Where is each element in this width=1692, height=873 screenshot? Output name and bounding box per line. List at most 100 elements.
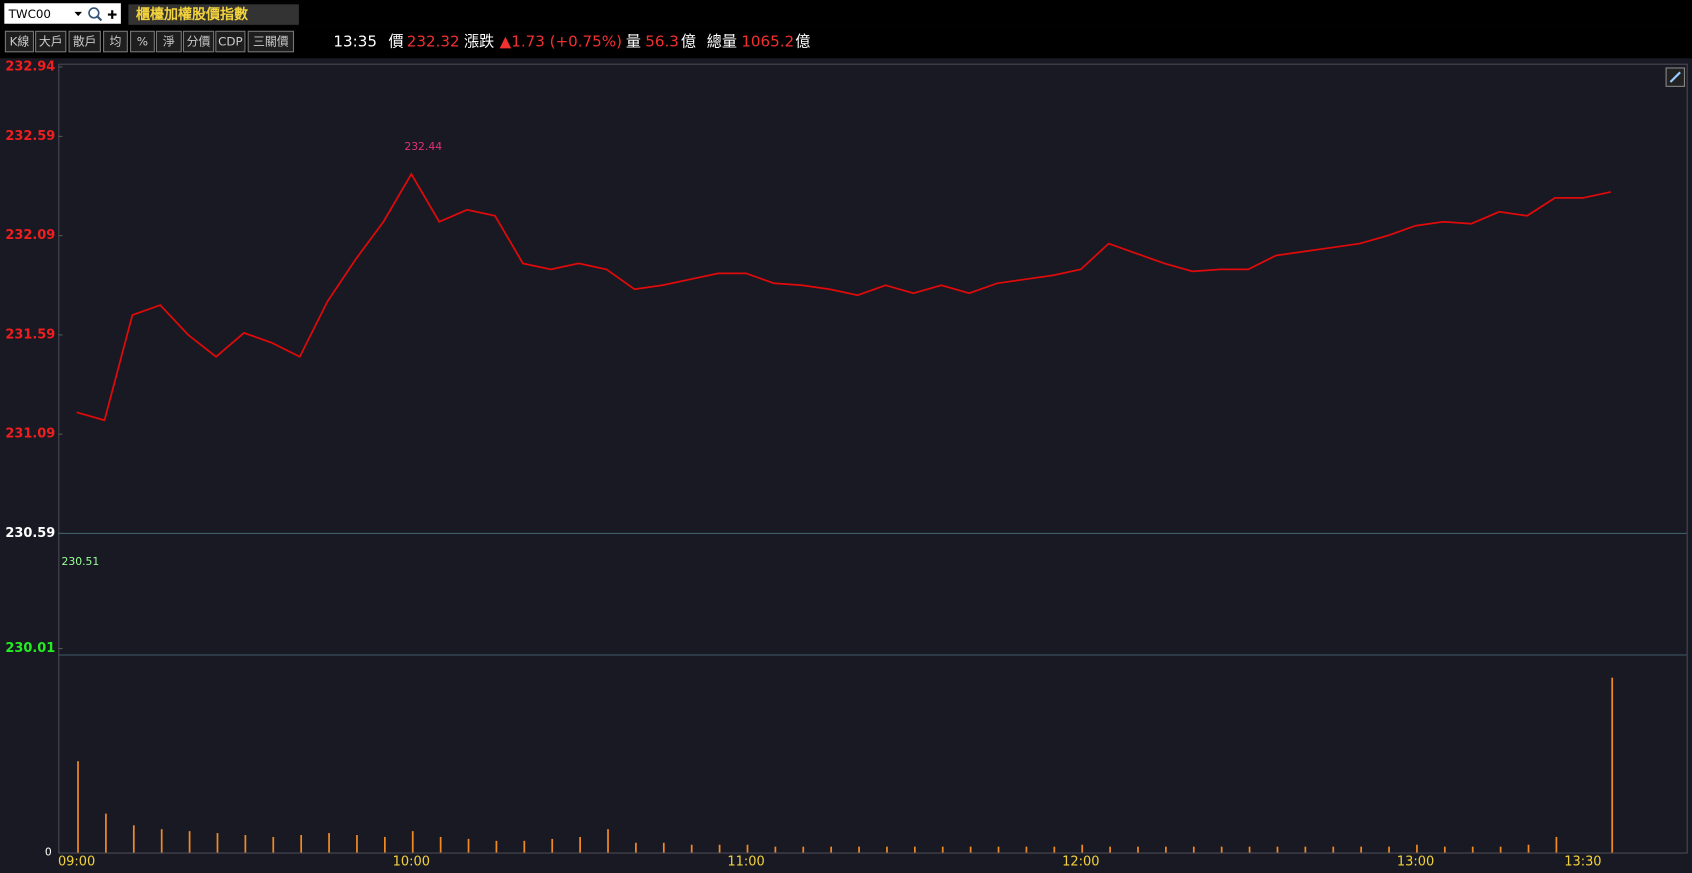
y-tick-label: 232.09 <box>5 228 55 243</box>
volume-unit: 億 <box>681 33 696 51</box>
volume-bar <box>1137 846 1139 853</box>
change-label: 漲跌 <box>464 33 494 51</box>
volume-bar <box>244 835 247 853</box>
volume-bar <box>1471 846 1474 853</box>
volume-bar <box>941 846 944 853</box>
price-label: 價 <box>388 33 403 51</box>
volume-bar <box>132 825 135 853</box>
toolbar-button[interactable] <box>130 30 155 53</box>
toolbar-button-label: 分價 <box>187 35 211 49</box>
volume-bar <box>1081 844 1084 853</box>
volume-bar <box>607 829 609 853</box>
search-icon-handle <box>96 15 103 22</box>
volume-bar <box>690 844 693 853</box>
toolbar-button-label: K線 <box>10 35 30 49</box>
quote-time: 13:35 <box>333 33 376 51</box>
toolbar-button-label: CDP <box>218 35 243 49</box>
search-icon[interactable] <box>88 7 100 19</box>
toolbar-button-label: 三關價 <box>253 35 289 49</box>
volume-bar <box>328 833 330 853</box>
volume-bar <box>1025 846 1028 853</box>
toolbar-button-label: 大戶 <box>39 35 63 49</box>
volume-bar <box>411 831 414 853</box>
toolbar-button[interactable] <box>68 30 101 53</box>
volume-bar <box>356 835 358 853</box>
total-unit: 億 <box>795 33 810 51</box>
y-tick-label: 230.59 <box>5 526 55 541</box>
x-tick-label: 13:30 <box>1564 855 1601 870</box>
volume-bar <box>635 842 637 853</box>
volume-bar <box>1555 836 1558 853</box>
volume-bar <box>1443 846 1446 853</box>
total: 1065.2 <box>741 33 794 51</box>
volume: 56.3 <box>645 33 679 51</box>
y-tick-label: 232.94 <box>5 59 55 74</box>
volume-bar <box>77 761 79 853</box>
volume-bar <box>105 813 107 853</box>
volume-bar <box>188 831 191 853</box>
volume-bar <box>1611 677 1614 853</box>
toolbar-button-label: 淨 <box>163 35 175 49</box>
volume-bar <box>1304 846 1307 853</box>
toolbar-button-label: 散戶 <box>73 35 97 49</box>
volume-bar <box>1165 846 1167 853</box>
toolbar-button[interactable] <box>103 30 128 53</box>
volume-bar <box>774 846 777 853</box>
toolbar-button-label: 均 <box>110 35 122 49</box>
toolbar-button[interactable] <box>4 30 34 53</box>
button-row: K線 大戶 散戶均% 淨分價 CDP 三關價 <box>4 30 295 53</box>
volume-bar <box>1053 846 1056 853</box>
y-tick-label: 231.59 <box>5 327 55 342</box>
volume-tick-label: 0 <box>45 845 52 858</box>
volume-bar <box>969 846 972 853</box>
y-tick-label: 232.59 <box>5 129 55 144</box>
title-box <box>128 4 299 25</box>
volume-bar <box>1332 846 1335 853</box>
toolbar-button[interactable] <box>247 30 295 53</box>
volume-bar <box>1388 846 1390 853</box>
toolbar-button[interactable] <box>35 30 67 53</box>
volume-bar <box>579 836 581 853</box>
volume-bar <box>300 835 303 853</box>
total-label: 總量 <box>707 33 737 51</box>
volume-bar <box>802 846 805 853</box>
volume-bar <box>718 844 721 853</box>
volume-bar <box>1527 844 1530 853</box>
price: 232.32 <box>407 33 460 51</box>
volume-bar <box>746 844 749 853</box>
chart-frame <box>58 63 1688 854</box>
volume-bar <box>830 846 833 853</box>
toolbar-button-label: % <box>137 35 148 49</box>
volume-bar <box>1499 846 1502 853</box>
link-icon <box>1669 71 1681 83</box>
volume-bar <box>1360 846 1363 853</box>
toolbar-button[interactable] <box>182 30 215 53</box>
add-icon[interactable] <box>107 10 117 19</box>
dropdown-arrow[interactable] <box>74 11 83 17</box>
volume-bar <box>160 829 163 853</box>
y-tick-label: 230.01 <box>5 641 55 656</box>
change: ▲1.73 (+0.75%) <box>500 33 622 51</box>
volume-bar <box>216 833 219 853</box>
toolbar-button[interactable] <box>215 30 246 53</box>
volume-bar <box>913 846 916 853</box>
x-tick-label: 09:00 <box>58 855 95 870</box>
volume-bar <box>997 846 1000 853</box>
x-tick-label: 12:00 <box>1062 855 1099 870</box>
volume-bar <box>662 842 665 853</box>
volume-bar <box>495 840 498 853</box>
volume-bar <box>1109 846 1111 853</box>
high-label: 232.44 <box>404 140 442 153</box>
plot: 232.94 232.59 232.09 231.59 231.09 230.59 230.… <box>5 59 1687 870</box>
title: 櫃檯加權股價指數 <box>136 6 249 23</box>
volume-bar <box>1248 846 1251 853</box>
volume-bar <box>1192 846 1195 853</box>
symbol: TWC00 <box>8 7 51 21</box>
volume-bar <box>886 846 888 853</box>
toolbar-button[interactable] <box>155 30 182 53</box>
low-label: 230.51 <box>62 555 100 568</box>
volume-bar <box>523 840 526 853</box>
